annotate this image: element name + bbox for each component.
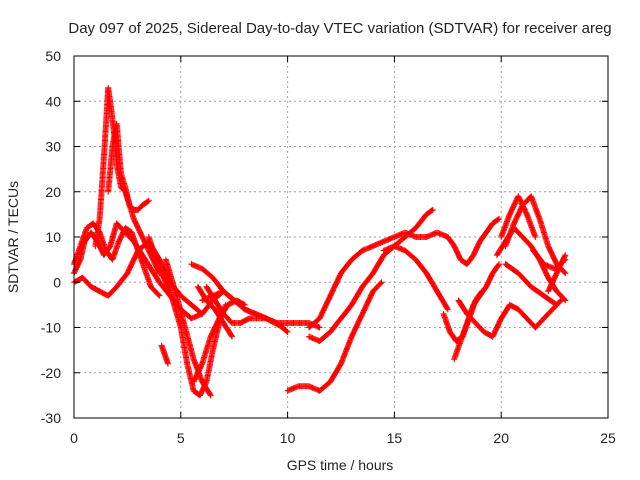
series-arc14 — [306, 229, 451, 331]
series-arc9 — [203, 283, 287, 331]
y-tick-label: -10 — [41, 320, 61, 336]
series-arc15 — [380, 243, 451, 313]
x-tick-label: 20 — [493, 430, 509, 446]
series-arc4 — [145, 234, 229, 399]
x-tick-label: 25 — [600, 430, 616, 446]
marker-points — [306, 229, 451, 331]
y-tick-label: -30 — [41, 410, 61, 426]
marker-points — [145, 234, 229, 399]
y-tick-label: 20 — [45, 184, 61, 200]
marker-points — [105, 120, 163, 277]
x-axis-label: GPS time / hours — [287, 457, 394, 473]
y-axis-label: SDTVAR / TECUs — [5, 181, 21, 293]
series-arc5 — [162, 256, 214, 399]
series-arc16 — [444, 215, 503, 268]
marker-points — [545, 252, 569, 295]
marker-points — [203, 283, 287, 331]
x-tick-label: 5 — [177, 430, 185, 446]
marker-points — [498, 193, 539, 240]
marker-points — [158, 342, 171, 367]
marker-points — [71, 238, 206, 317]
marker-points — [451, 261, 503, 363]
series-arc18 — [451, 261, 503, 363]
x-tick-label: 15 — [387, 430, 403, 446]
y-tick-label: -20 — [41, 365, 61, 381]
marker-points — [455, 297, 564, 340]
x-tick-label: 10 — [280, 430, 296, 446]
marker-points — [284, 279, 385, 394]
series-arc25 — [545, 252, 569, 295]
marker-points — [502, 193, 569, 277]
y-tick-label: 10 — [45, 229, 61, 245]
series-arc3 — [71, 238, 206, 317]
y-tick-label: 40 — [45, 93, 61, 109]
y-axis-ticks: -30 -20 -10 0 10 20 30 40 50 — [41, 48, 608, 426]
series-arc10 — [194, 283, 236, 340]
series-spike2 — [105, 120, 163, 277]
series-arc12 — [284, 279, 385, 394]
grid — [74, 56, 608, 418]
marker-points — [444, 215, 503, 268]
x-tick-label: 0 — [70, 430, 78, 446]
series-arc22 — [502, 193, 569, 277]
marker-points — [194, 283, 236, 340]
marker-points — [502, 261, 560, 308]
series-arc13 — [306, 206, 436, 345]
x-axis-ticks: 0 5 10 15 20 25 — [70, 56, 616, 446]
marker-points — [380, 243, 451, 313]
data-marks — [71, 84, 569, 399]
chart-title: Day 097 of 2025, Sidereal Day-to-day VTE… — [68, 20, 611, 37]
series-arc24 — [502, 261, 560, 308]
y-tick-label: 0 — [53, 274, 61, 290]
series-arc21 — [498, 193, 539, 240]
marker-points — [162, 256, 214, 399]
y-tick-label: 30 — [45, 139, 61, 155]
series-arc11 — [158, 342, 171, 367]
series-arc19 — [455, 297, 564, 340]
marker-points — [306, 206, 436, 345]
y-tick-label: 50 — [45, 48, 61, 64]
